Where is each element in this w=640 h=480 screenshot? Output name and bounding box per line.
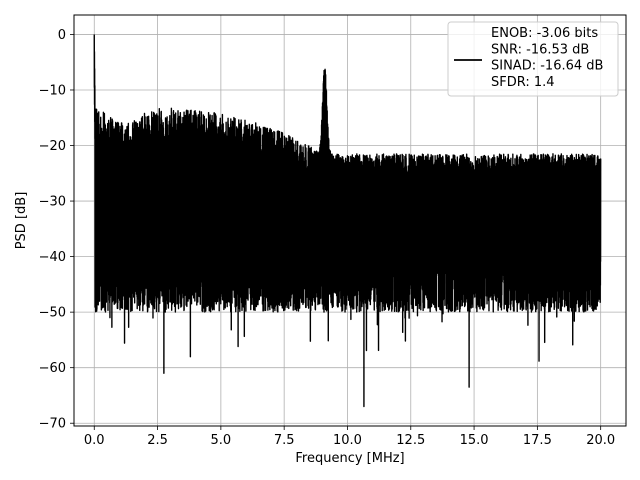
x-tick-label: 15.0 [460,433,489,448]
legend-entry: ENOB: -3.06 bits [491,26,598,41]
x-tick-label: 2.5 [147,433,168,448]
legend-entry: SFDR: 1.4 [491,75,555,90]
y-tick-label: −60 [39,361,66,376]
psd-series-line [93,34,602,408]
y-tick-label: −40 [39,250,66,265]
x-tick-label: 12.5 [396,433,425,448]
axes-frame [73,14,627,427]
legend-entry: SNR: -16.53 dB [491,42,589,57]
legend-entry: SINAD: -16.64 dB [491,59,603,74]
x-tick-label: 7.5 [274,433,295,448]
y-tick-label: −70 [39,417,66,432]
y-axis-ticks: 0 −10 −20 −30 −40 −50 −60 −70 [39,28,74,432]
y-tick-label: −10 [39,83,66,98]
x-tick-label: 5.0 [211,433,232,448]
x-axis-ticks: 0.0 2.5 5.0 7.5 10.0 12.5 15.0 17.5 20.0 [84,426,615,448]
x-tick-label: 10.0 [333,433,362,448]
y-tick-label: −20 [39,139,66,154]
y-tick-label: −30 [39,195,66,210]
y-axis-label: PSD [dB] [14,192,29,250]
x-tick-label: 17.5 [523,433,552,448]
x-tick-label: 20.0 [586,433,615,448]
x-axis-label: Frequency [MHz] [295,451,404,466]
y-tick-label: −50 [39,306,66,321]
y-tick-label: 0 [58,28,66,43]
legend-box [447,21,619,97]
x-tick-label: 0.0 [84,433,105,448]
